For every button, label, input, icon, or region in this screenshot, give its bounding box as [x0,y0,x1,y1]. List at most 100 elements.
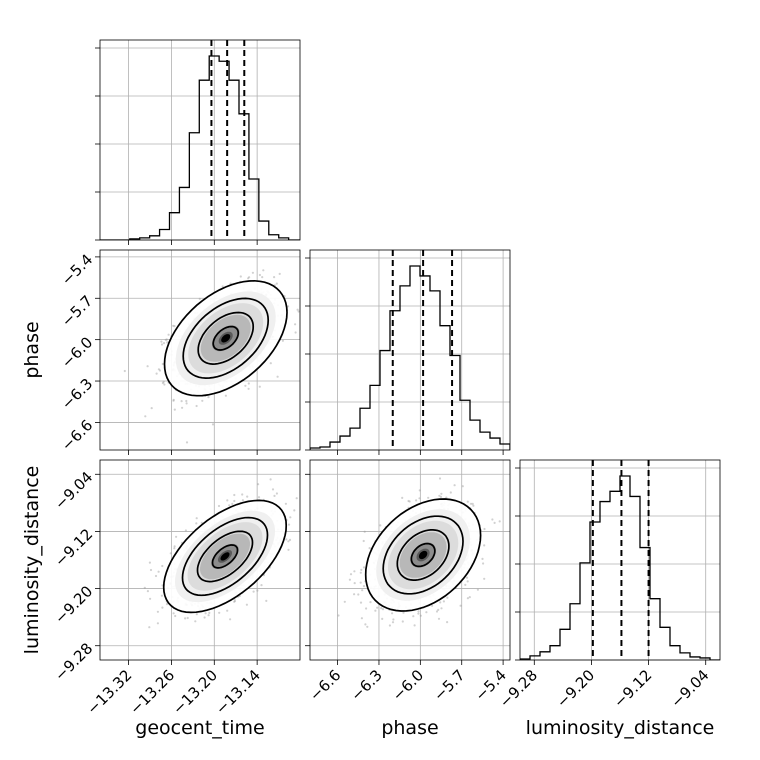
scatter-point [391,621,395,624]
scatter-point [260,584,263,587]
scatter-point [419,614,422,617]
scatter-point [431,604,434,607]
scatter-point [401,496,404,499]
scatter-point [160,343,164,346]
scatter-point [359,601,363,604]
scatter-point [284,502,287,505]
scatter-point [440,607,443,610]
y-tick-label: −6.0 [58,333,96,371]
scatter-point [221,285,224,288]
scatter-point [293,509,296,512]
contour-level-2 [396,529,450,581]
x-tick-label: −13.20 [169,666,221,718]
scatter-point [359,571,362,574]
scatter-point [365,607,368,610]
scatter-point [258,273,261,277]
x-tick-label: −13.26 [126,666,178,718]
y-tick-label: −6.3 [58,375,96,413]
density-peak [418,550,428,560]
scatter-point [148,626,151,629]
scatter-point [368,547,371,550]
scatter-point [287,548,290,551]
scatter-point [275,492,278,495]
scatter-point [366,625,369,628]
panel-frame [309,249,511,451]
scatter-point [172,399,175,402]
scatter-point [186,616,189,620]
scatter-point [437,617,441,620]
y-tick-label: −5.4 [58,251,96,289]
y-tick-label: −9.04 [51,468,96,513]
contour-level-0 [162,499,288,614]
scatter-point [158,369,162,372]
scatter-point [244,384,247,387]
scatter-point [146,365,149,368]
scatter-point [369,601,372,604]
scatter-point [483,527,486,531]
scatter-point [294,323,297,326]
scatter-point [360,617,363,620]
scatter-point [167,333,170,336]
scatter-point [269,362,272,365]
scatter-point [381,617,384,621]
scatter-point [169,552,172,555]
scatter-point [287,540,290,543]
scatter-point [360,568,363,572]
scatter-point [438,494,441,497]
scatter-point [273,494,276,497]
scatter-point [314,468,316,470]
y-tick-label: −6.6 [58,416,96,454]
scatter-point [376,606,379,609]
scatter-point [172,398,175,401]
scatter-point [364,623,367,626]
scatter-point [276,375,279,378]
scatter-point [241,499,244,502]
panel-frame [99,39,301,241]
scatter-point [160,594,163,597]
scatter-point [275,282,278,285]
histogram-geocent_time [100,55,300,240]
scatter-point [289,516,292,519]
scatter-point [123,369,126,373]
scatter-point [445,496,448,499]
scatter-point [402,611,405,614]
y-axis-label-phase: phase [21,321,43,378]
density-plot [143,468,316,629]
scatter-point [418,497,421,500]
contour-level-1 [182,297,270,379]
x-tick-label: −13.32 [83,666,135,718]
scatter-point [361,589,364,592]
scatter-point [418,489,421,492]
scatter-point [476,588,479,591]
scatter-point [173,408,176,411]
scatter-point [233,493,236,497]
y-tick-label: −9.20 [51,582,96,627]
scatter-point [349,573,353,576]
contour-level-3 [410,542,436,568]
scatter-point [440,492,443,495]
scatter-point [357,593,360,596]
x-axis-label-phase: phase [381,717,438,739]
scatter-point [408,500,411,503]
histogram-phase [310,265,510,450]
scatter-point [381,608,385,611]
scatter-point [353,593,356,596]
panel-frame [309,459,511,661]
scatter-point [181,406,184,409]
scatter-point [148,561,151,564]
x-tick-label: −6.0 [389,666,427,704]
scatter-point [173,545,176,548]
scatter-point [161,381,164,385]
scatter-point [413,624,416,627]
scatter-point [229,618,232,621]
scatter-point [271,488,275,491]
scatter-point [439,495,443,498]
scatter-point [459,604,462,607]
scatter-point [348,578,351,581]
scatter-point [363,530,366,533]
panel-geocent_time-vs-phase [95,249,301,455]
scatter-point [203,616,206,619]
scatter-point [483,544,486,547]
scatter-point [466,580,469,583]
scatter-point [165,338,168,341]
